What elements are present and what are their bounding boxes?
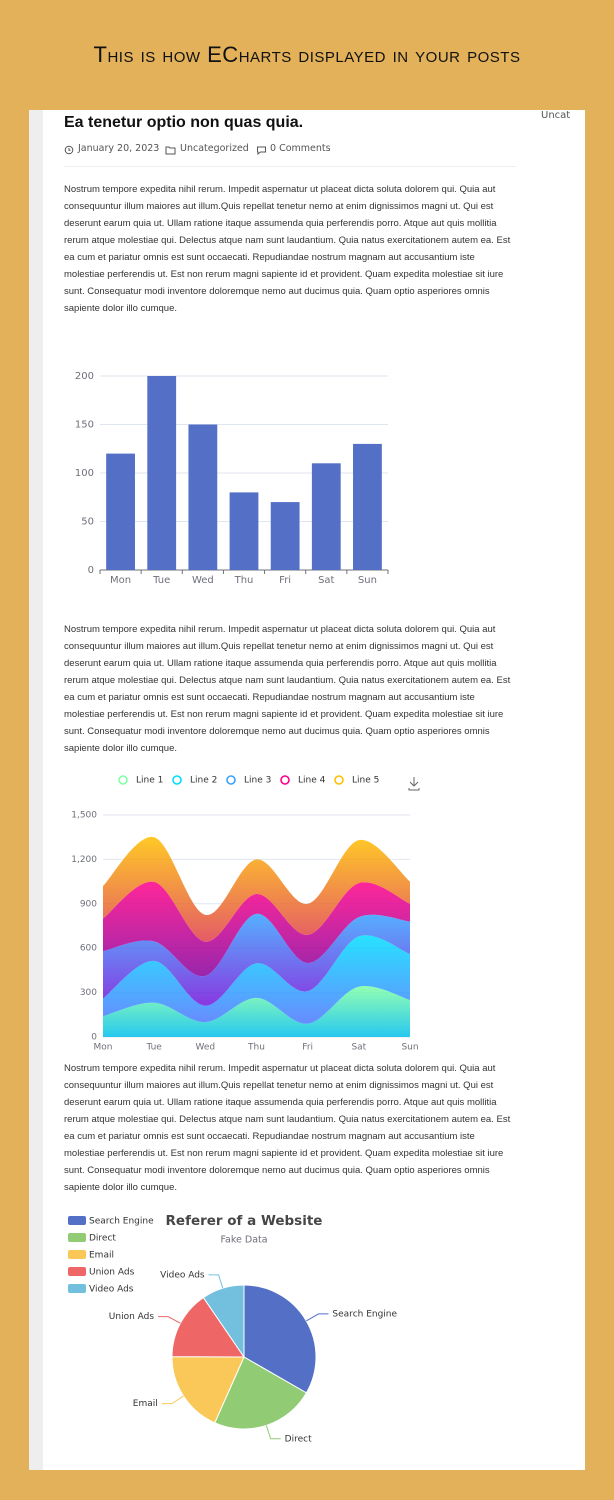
legend-label: Line 4 xyxy=(298,776,326,786)
comment-icon xyxy=(257,146,266,155)
y-tick-label: 200 xyxy=(75,371,94,382)
post-comments[interactable]: 0 Comments xyxy=(270,143,331,154)
bar xyxy=(106,453,135,570)
x-tick-label: Mon xyxy=(94,1043,113,1053)
legend-marker xyxy=(226,775,236,785)
side-strip xyxy=(29,110,43,1470)
legend-marker xyxy=(68,1284,86,1293)
legend-marker xyxy=(172,775,182,785)
area xyxy=(103,913,410,1006)
slice-label: Video Ads xyxy=(160,1270,205,1280)
post-panel xyxy=(29,110,585,1470)
label-line xyxy=(161,1395,184,1405)
x-tick-label: Thu xyxy=(234,575,254,586)
divider xyxy=(64,166,516,167)
y-tick-label: 0 xyxy=(91,1033,97,1043)
legend-marker xyxy=(68,1233,86,1242)
bar xyxy=(311,463,341,570)
label-line xyxy=(208,1274,224,1289)
slice-label: Email xyxy=(133,1399,158,1409)
pie-slice xyxy=(202,1284,245,1359)
x-tick-label: Sat xyxy=(318,575,334,586)
post-title[interactable]: Ea tenetur optio non quas quia. xyxy=(64,114,304,131)
legend-marker xyxy=(68,1216,86,1225)
pie-slice xyxy=(214,1356,308,1430)
x-tick-label: Fri xyxy=(302,1043,313,1053)
legend-marker xyxy=(280,775,290,785)
area xyxy=(103,881,410,977)
download-icon[interactable] xyxy=(408,777,420,791)
paragraph: Nostrum tempore expedita nihil rerum. Im… xyxy=(64,624,511,754)
legend-label: Direct xyxy=(89,1234,116,1244)
bar xyxy=(229,492,259,570)
slice-label: Union Ads xyxy=(109,1312,155,1322)
banner-title: This is how ECharts displayed in your po… xyxy=(93,42,521,67)
legend-marker xyxy=(334,775,344,785)
y-tick-label: 300 xyxy=(80,988,97,998)
bar xyxy=(188,424,218,570)
x-tick-label: Tue xyxy=(145,1043,162,1053)
label-line xyxy=(306,1313,329,1322)
label-line xyxy=(158,1316,181,1324)
post-date: January 20, 2023 xyxy=(78,143,160,154)
x-tick-label: Wed xyxy=(196,1043,216,1053)
bar xyxy=(147,376,177,570)
legend-label: Line 5 xyxy=(352,776,379,786)
clock-icon xyxy=(64,145,74,155)
y-tick-label: 900 xyxy=(80,899,97,909)
legend-label: Line 1 xyxy=(136,776,163,786)
bar xyxy=(353,443,382,570)
legend-label: Video Ads xyxy=(89,1285,134,1295)
y-tick-label: 1,500 xyxy=(71,811,97,821)
area xyxy=(103,986,410,1037)
y-tick-label: 1,200 xyxy=(71,855,97,865)
legend-label: Line 2 xyxy=(190,776,217,786)
y-tick-label: 50 xyxy=(81,517,94,528)
legend-marker xyxy=(68,1250,86,1259)
x-tick-label: Wed xyxy=(192,575,214,586)
post-category[interactable]: Uncategorized xyxy=(180,143,249,154)
sidebar-text[interactable]: Uncat xyxy=(541,110,571,121)
y-tick-label: 150 xyxy=(75,420,94,431)
pie-subtitle: Fake Data xyxy=(220,1235,267,1246)
legend-label: Line 3 xyxy=(244,776,271,786)
x-tick-label: Sun xyxy=(358,575,377,586)
y-tick-label: 0 xyxy=(88,565,94,576)
folder-icon xyxy=(165,146,176,155)
legend-label: Email xyxy=(89,1251,114,1261)
paragraph: Nostrum tempore expedita nihil rerum. Im… xyxy=(64,184,511,314)
area xyxy=(103,935,410,1024)
label-line xyxy=(265,1425,281,1440)
slice-label: Direct xyxy=(285,1434,312,1444)
pie-slice xyxy=(171,1356,245,1424)
x-tick-label: Mon xyxy=(110,575,131,586)
x-tick-label: Thu xyxy=(247,1043,265,1053)
y-tick-label: 600 xyxy=(80,944,97,954)
bar xyxy=(270,502,300,570)
x-tick-label: Tue xyxy=(152,575,170,586)
x-tick-label: Fri xyxy=(279,575,291,586)
x-tick-label: Sat xyxy=(351,1043,366,1053)
paragraph: Nostrum tempore expedita nihil rerum. Im… xyxy=(64,1063,511,1193)
y-tick-label: 100 xyxy=(75,468,94,479)
x-tick-label: Sun xyxy=(401,1043,418,1053)
legend-marker xyxy=(68,1267,86,1276)
legend-marker xyxy=(118,775,128,785)
pie-title: Referer of a Website xyxy=(166,1213,323,1229)
legend-label: Search Engine xyxy=(89,1217,154,1227)
slice-label: Search Engine xyxy=(332,1309,397,1319)
legend-label: Union Ads xyxy=(89,1268,135,1278)
area xyxy=(103,836,410,942)
